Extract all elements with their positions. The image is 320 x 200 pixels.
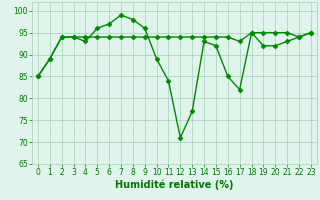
X-axis label: Humidité relative (%): Humidité relative (%) <box>115 180 234 190</box>
